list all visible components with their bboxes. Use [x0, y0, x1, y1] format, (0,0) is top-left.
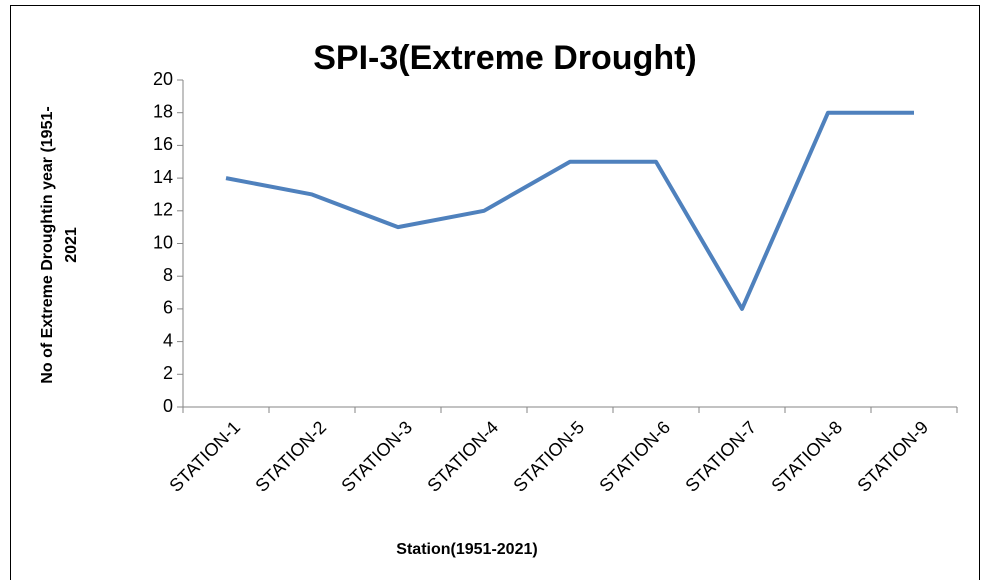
- y-tick-label: 20: [153, 69, 173, 89]
- x-tick-label-group: STATION-5: [509, 417, 588, 496]
- x-tick-label: STATION-4: [423, 417, 502, 496]
- y-tick-label: 18: [153, 101, 173, 121]
- x-tick-label-group: STATION-7: [681, 417, 760, 496]
- y-axis-title-line: No of Extreme Droughtin year (1951-: [39, 106, 56, 383]
- y-axis-title: No of Extreme Droughtin year (1951- 2021: [39, 106, 80, 383]
- x-tick-label: STATION-1: [165, 417, 244, 496]
- x-axis-title: Station(1951-2021): [396, 541, 537, 558]
- y-tick-label: 2: [163, 363, 173, 383]
- chart-title: SPI-3(Extreme Drought): [313, 39, 697, 77]
- y-axis-title-line: 2021: [63, 227, 80, 263]
- y-tick-label: 6: [163, 298, 173, 318]
- x-tick-label-group: STATION-9: [853, 417, 932, 496]
- x-tick-label-group: STATION-4: [423, 417, 502, 496]
- x-tick-label-group: STATION-3: [337, 417, 416, 496]
- y-tick-label: 0: [163, 396, 173, 416]
- y-tick-label: 8: [163, 265, 173, 285]
- x-tick-label: STATION-8: [767, 417, 846, 496]
- y-tick-label: 16: [153, 134, 173, 154]
- y-tick-label: 14: [153, 167, 173, 187]
- y-tick-label: 4: [163, 330, 173, 350]
- x-tick-label-group: STATION-2: [251, 417, 330, 496]
- data-line: [225, 110, 914, 311]
- x-tick-label-group: STATION-6: [595, 417, 674, 496]
- x-tick-label: STATION-2: [251, 417, 330, 496]
- chart-border: [10, 5, 980, 580]
- x-tick-label-group: STATION-1: [165, 417, 244, 496]
- y-tick-label: 12: [153, 200, 173, 220]
- y-tick-label: 10: [153, 232, 173, 252]
- x-tick-label: STATION-3: [337, 417, 416, 496]
- x-tick-label-group: STATION-8: [767, 417, 846, 496]
- x-tick-label: STATION-7: [681, 417, 760, 496]
- x-tick-label: STATION-9: [853, 417, 932, 496]
- x-tick-label: STATION-5: [509, 417, 588, 496]
- x-tick-label: STATION-6: [595, 417, 674, 496]
